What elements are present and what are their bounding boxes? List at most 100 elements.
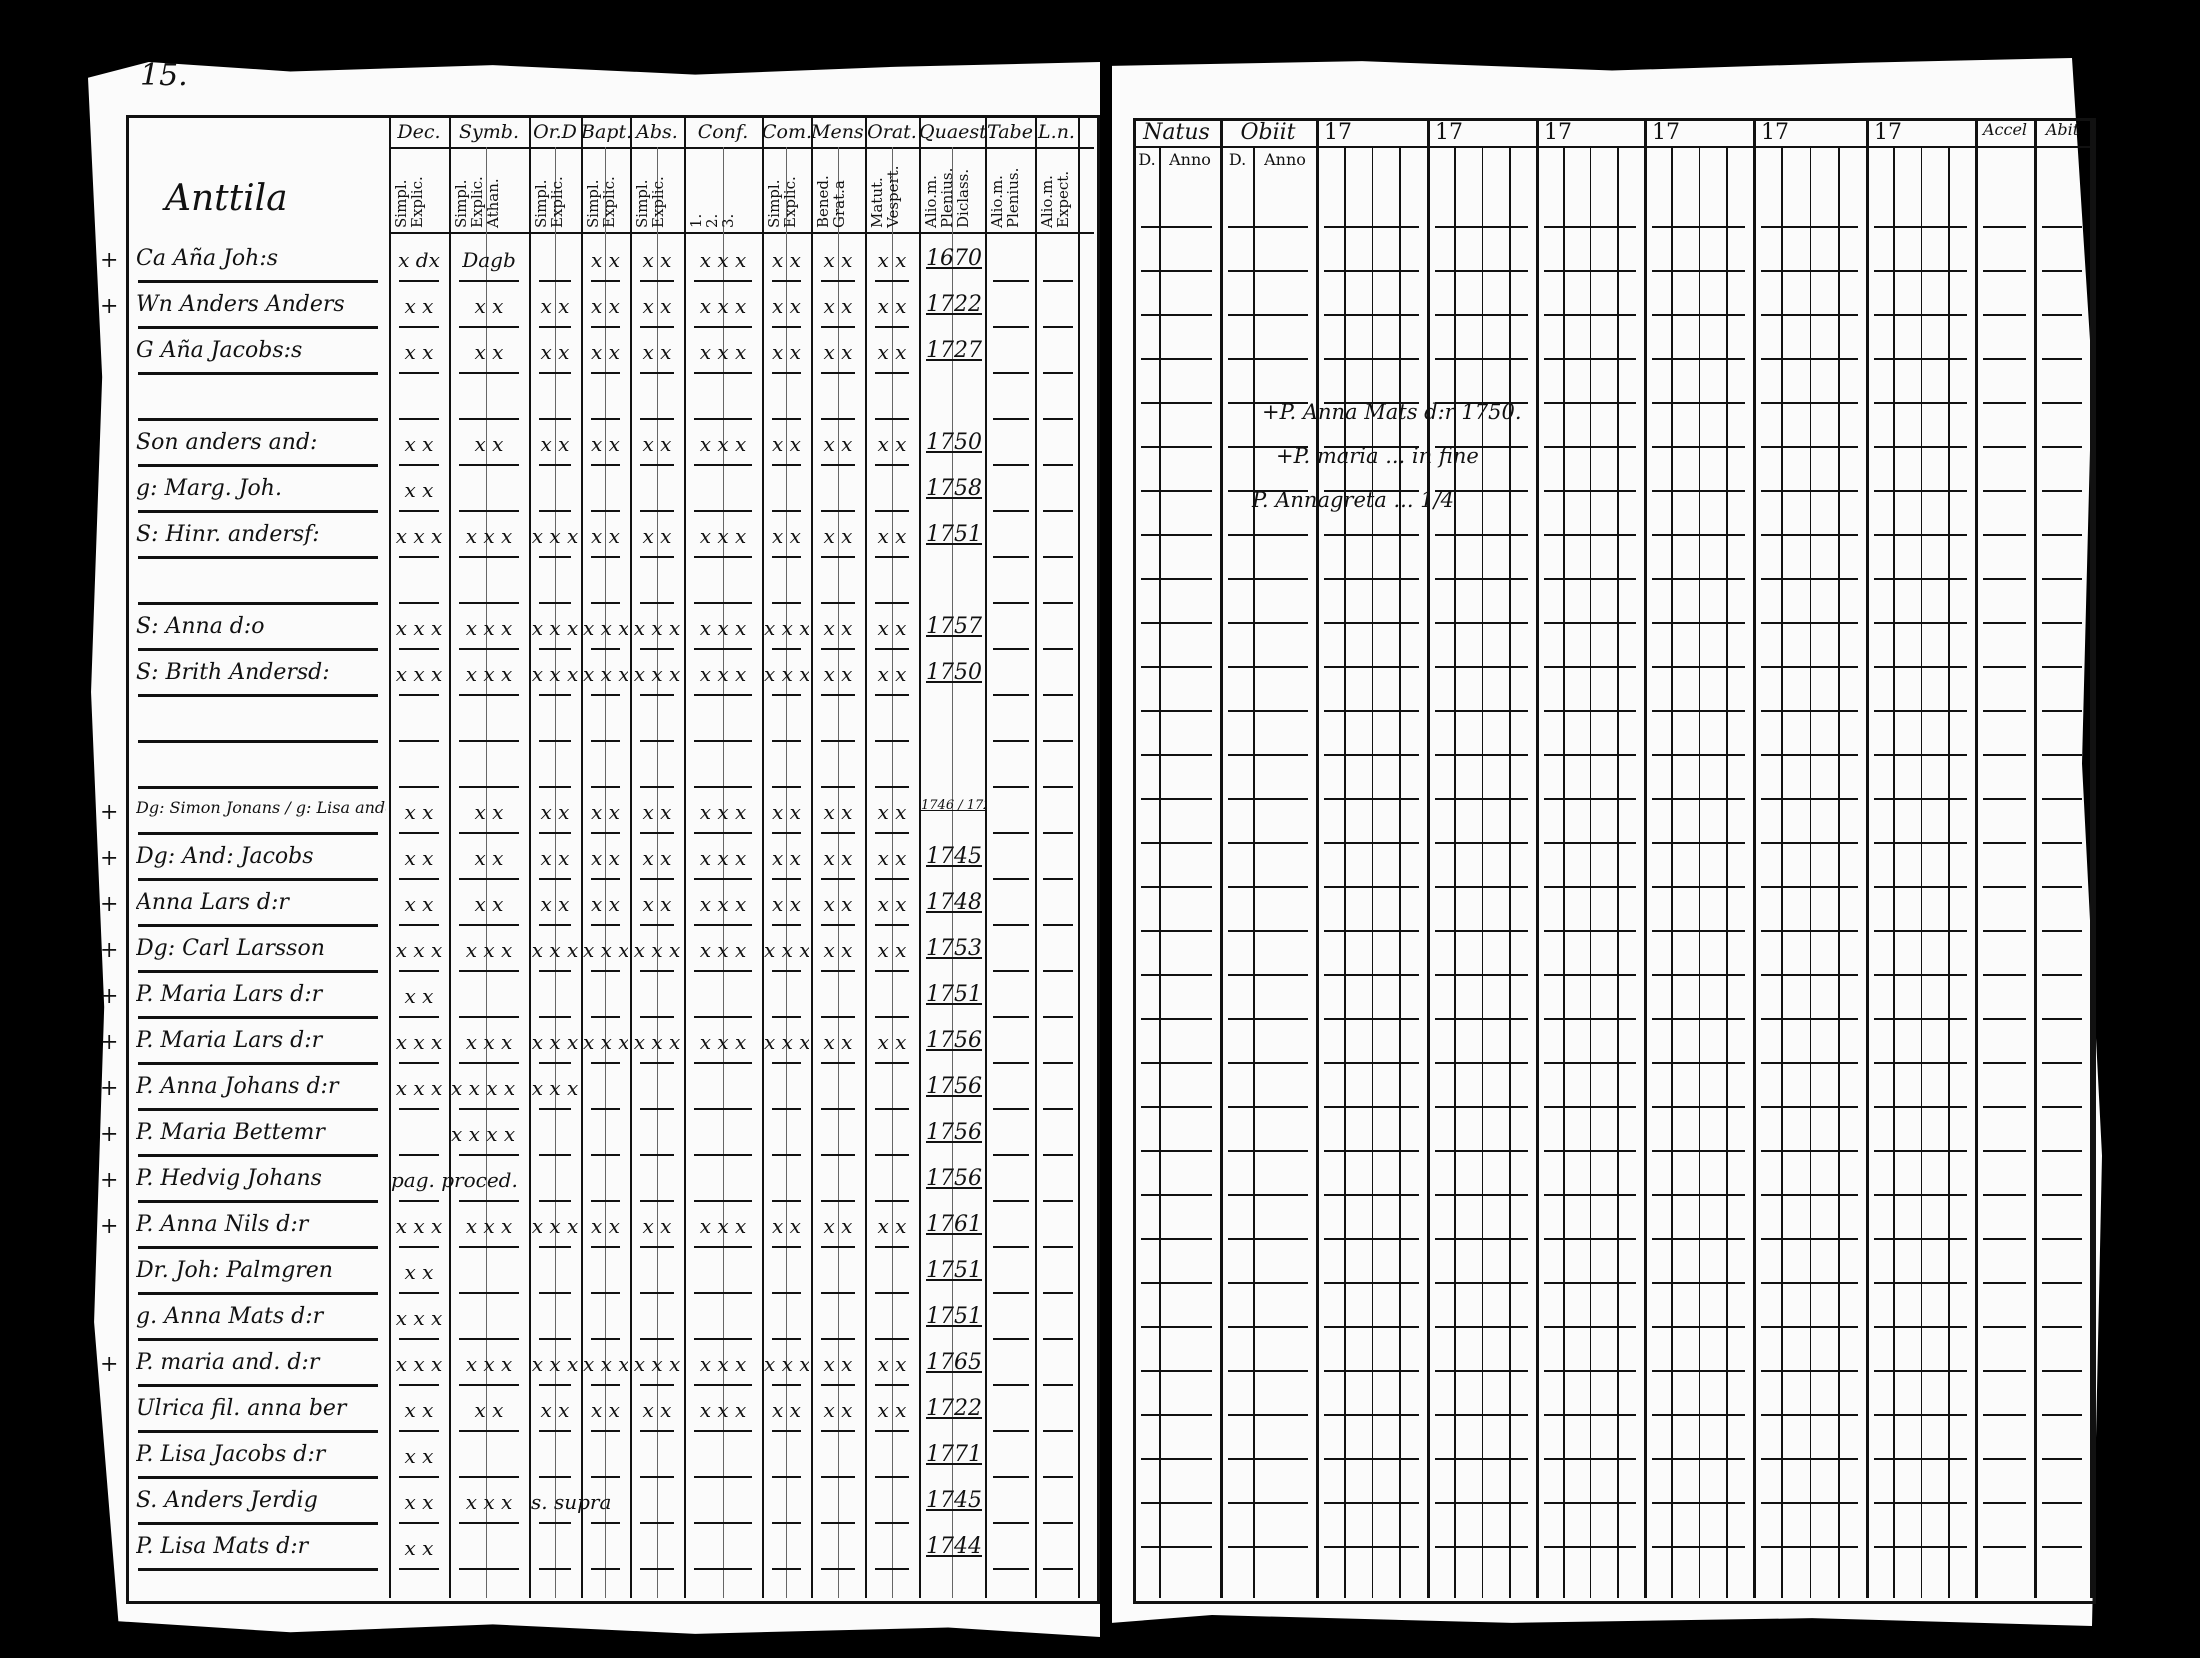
cell-underline [993, 1292, 1029, 1294]
deceased-cross-mark: + [100, 938, 119, 963]
row-line [1141, 490, 1212, 492]
cell-underline [1043, 1430, 1073, 1432]
row-line [2042, 358, 2082, 360]
row-line [1652, 1326, 1745, 1328]
row-line [1228, 798, 1308, 800]
row-line [2042, 710, 2082, 712]
cell-underline [993, 970, 1029, 972]
row-line [1761, 358, 1858, 360]
cell-underline [1043, 1522, 1073, 1524]
row-line [1761, 1282, 1858, 1284]
cell-underline [694, 1522, 752, 1524]
cell-underline [875, 280, 909, 282]
birth-year: 1750 [926, 660, 982, 685]
cell-underline [1043, 832, 1073, 834]
cell-underline [993, 464, 1029, 466]
row-line [1141, 930, 1212, 932]
cell-underline [772, 1200, 801, 1202]
exam-mark: x x [823, 1214, 853, 1238]
exam-mark: x x x [395, 1306, 443, 1330]
name-underline [138, 740, 378, 743]
row-line [2042, 270, 2082, 272]
row-line [1874, 446, 1967, 448]
row-line [1435, 578, 1528, 580]
exam-mark: x x x [465, 938, 513, 962]
cell-underline [539, 326, 571, 328]
row-line [1761, 1194, 1858, 1196]
row-line [1435, 1238, 1528, 1240]
row-line [1544, 1326, 1636, 1328]
exam-mark: pag. proced. [391, 1168, 518, 1192]
exam-mark: x x x [699, 938, 747, 962]
row-line [1435, 622, 1528, 624]
row-line [1324, 226, 1419, 228]
row-line [1544, 1546, 1636, 1548]
cell-underline [1043, 510, 1073, 512]
cell-underline [591, 740, 620, 742]
cell-underline [459, 832, 519, 834]
row-line [2042, 930, 2082, 932]
subcolumn-line [1810, 146, 1811, 1598]
deceased-cross-mark: + [100, 1214, 119, 1239]
year-group-header: 17 [1544, 120, 1572, 145]
exam-mark: x x [823, 1030, 853, 1054]
cell-underline [399, 464, 439, 466]
row-line [1652, 358, 1745, 360]
row-line [1652, 1370, 1745, 1372]
row-line [1874, 358, 1967, 360]
row-line [1761, 1150, 1858, 1152]
row-line [1435, 534, 1528, 536]
cell-underline [459, 464, 519, 466]
exam-mark: x x x [699, 662, 747, 686]
exam-mark: x x x [699, 846, 747, 870]
row-line [1761, 886, 1858, 888]
row-line [1544, 666, 1636, 668]
deceased-cross-mark: + [100, 846, 119, 871]
row-line [1874, 578, 1967, 580]
margin-note: +P. Anna Mats d:r 1750. [1262, 400, 1522, 424]
exam-mark: x x [772, 800, 801, 824]
exam-mark: x x [877, 432, 907, 456]
column-subheader: Simpl. Explic. Athan. [452, 176, 502, 228]
cell-underline [399, 418, 439, 420]
cell-underline [694, 832, 752, 834]
column-line [1078, 115, 1080, 1598]
cell-underline [539, 464, 571, 466]
cell-underline [875, 1246, 909, 1248]
cell-underline [993, 878, 1029, 880]
exam-mark: x x [772, 1214, 801, 1238]
cell-underline [591, 326, 620, 328]
exam-mark: x x x [699, 616, 747, 640]
cell-underline [399, 740, 439, 742]
cell-underline [772, 1246, 801, 1248]
row-line [1983, 1458, 2026, 1460]
column-subheader: Simpl. Explic. [532, 176, 566, 228]
row-line [1874, 314, 1967, 316]
cell-underline [459, 1430, 519, 1432]
exam-mark: x x [404, 984, 434, 1008]
row-line [1324, 534, 1419, 536]
natus-day-header: D. [1138, 150, 1156, 169]
cell-underline [993, 1476, 1029, 1478]
row-line [1983, 490, 2026, 492]
cell-underline [539, 832, 571, 834]
cell-underline [1043, 372, 1073, 374]
row-line [1141, 534, 1212, 536]
row-line [1141, 1106, 1212, 1108]
row-line [1652, 1194, 1745, 1196]
row-line [1435, 666, 1528, 668]
exam-mark: x x [591, 524, 620, 548]
exam-mark: x x [540, 1398, 570, 1422]
column-subheader: Simpl. Explic. [584, 176, 618, 228]
subcolumn-line [723, 147, 724, 1598]
row-line [1324, 666, 1419, 668]
exam-mark: x x [772, 340, 801, 364]
row-line [1874, 1194, 1967, 1196]
row-line [1324, 1238, 1419, 1240]
cell-underline [772, 1568, 801, 1570]
cell-underline [399, 1200, 439, 1202]
row-line [1141, 1018, 1212, 1020]
row-line [1228, 1370, 1308, 1372]
row-line [1983, 1018, 2026, 1020]
row-line [1228, 578, 1308, 580]
